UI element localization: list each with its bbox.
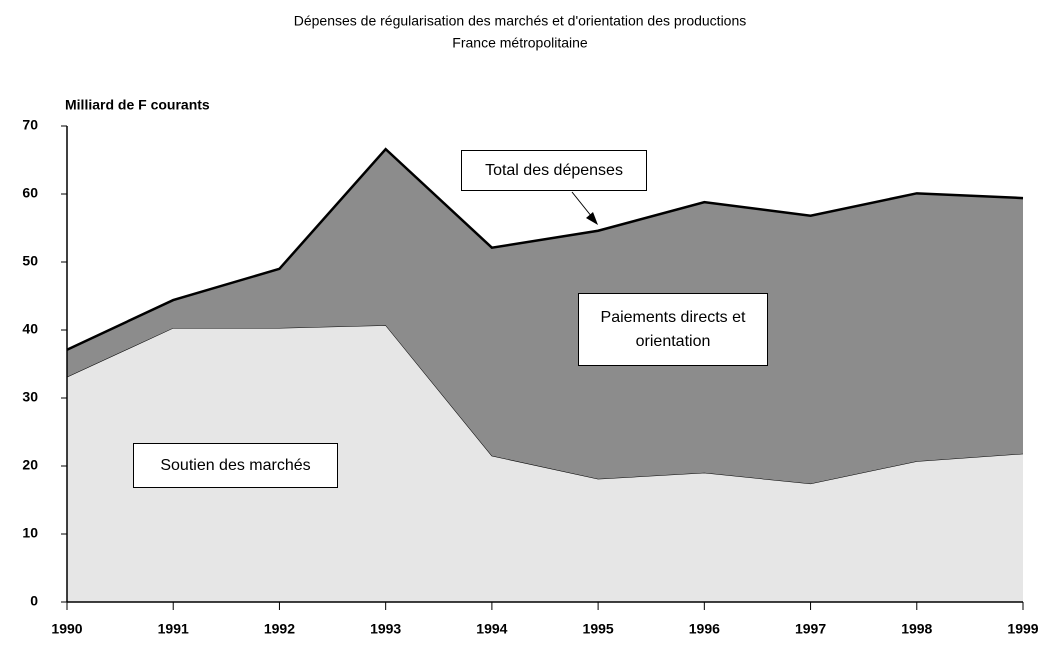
area-edge — [66, 147, 1024, 351]
series-label: Paiements directs et orientation — [578, 293, 768, 366]
x-tick-label: 1991 — [158, 621, 189, 637]
x-tick-label: 1996 — [689, 621, 720, 637]
series-label: Soutien des marchés — [133, 443, 338, 488]
y-tick-label: 50 — [22, 253, 38, 269]
chart-subtitle: France métropolitaine — [452, 35, 588, 51]
chart-title: Dépenses de régularisation des marchés e… — [294, 13, 747, 29]
x-tick-label: 1990 — [51, 621, 82, 637]
x-tick-label: 1994 — [476, 621, 507, 637]
x-tick-label: 1993 — [370, 621, 401, 637]
y-tick-label: 10 — [22, 525, 38, 541]
y-tick-label: 40 — [22, 321, 38, 337]
x-tick-label: 1995 — [583, 621, 614, 637]
x-tick-label: 1999 — [1007, 621, 1038, 637]
y-tick-label: 30 — [22, 389, 38, 405]
area — [67, 149, 1023, 484]
y-tick-label: 60 — [22, 185, 38, 201]
area — [67, 325, 1023, 602]
y-tick-label: 70 — [22, 117, 38, 133]
y-tick-label: 0 — [30, 593, 38, 609]
arrow-head — [586, 212, 598, 225]
annotation: Total des dépenses — [461, 150, 647, 191]
y-tick-label: 20 — [22, 457, 38, 473]
x-tick-label: 1998 — [901, 621, 932, 637]
x-tick-label: 1997 — [795, 621, 826, 637]
x-tick-label: 1992 — [264, 621, 295, 637]
y-axis-label: Milliard de F courants — [65, 97, 210, 113]
